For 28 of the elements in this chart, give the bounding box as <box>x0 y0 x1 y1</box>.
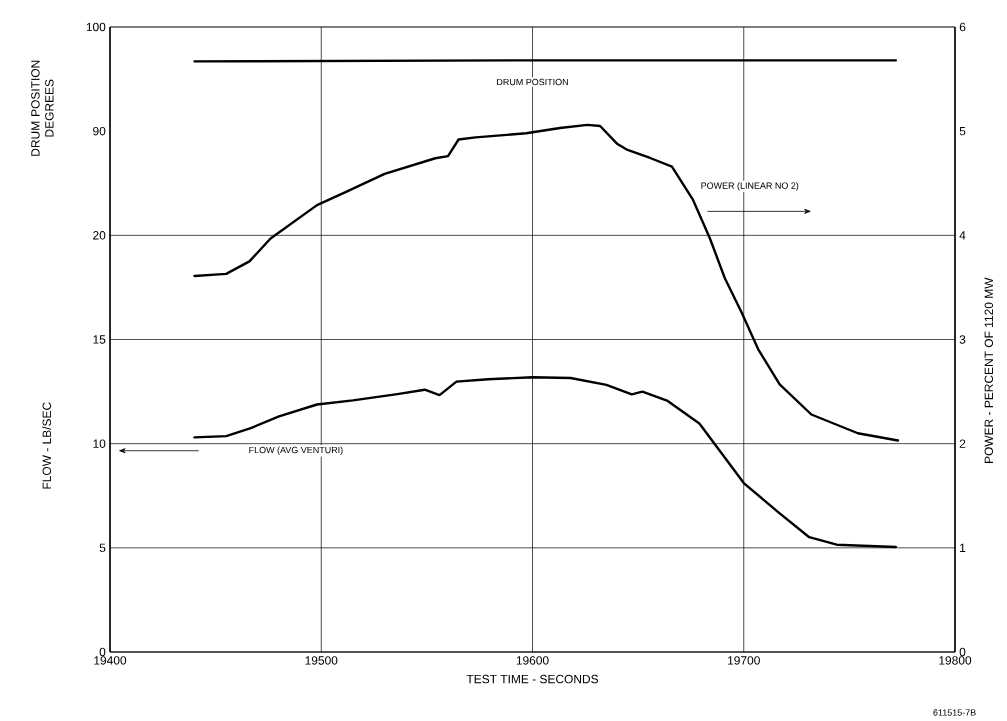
y-tick-label: 15 <box>93 335 106 344</box>
y2-tick-label: 0 <box>959 647 966 657</box>
x-axis-title: TEST TIME - SECONDS <box>466 674 599 684</box>
y3-tick-label: 100 <box>86 22 106 32</box>
series-label: POWER (LINEAR NO 2) <box>701 182 799 191</box>
y2-tick-label: 3 <box>959 335 966 344</box>
y2-tick-label: 2 <box>959 439 966 448</box>
y-tick-label: 10 <box>93 439 106 448</box>
y-tick-label: 20 <box>93 231 106 240</box>
y2-axis-title: POWER - PERCENT OF 1120 MW <box>984 277 994 463</box>
y3-tick-label: 90 <box>93 126 106 136</box>
x-tick-label: 19600 <box>516 656 549 665</box>
y2-tick-label: 4 <box>959 231 966 240</box>
y2-tick-label: 1 <box>960 543 966 552</box>
y-axis-title: FLOW - LB/SEC <box>42 402 52 489</box>
y2-tick-label: 6 <box>959 22 966 32</box>
series-label: FLOW (AVG VENTURI) <box>249 446 343 455</box>
line-series <box>193 376 898 549</box>
y3-axis-title: DRUM POSITION DEGREES <box>31 60 54 156</box>
y-tick-label: 5 <box>99 543 106 552</box>
y2-tick-label: 5 <box>959 127 966 136</box>
text: DRUM POSITION <box>497 78 568 86</box>
text: 611515-7B <box>933 709 976 716</box>
x-tick-label: 19700 <box>728 656 760 665</box>
y-tick-label: 0 <box>99 647 106 657</box>
x-tick-label: 19400 <box>94 656 127 665</box>
x-tick-label: 19500 <box>305 656 338 665</box>
x-tick-label: 19800 <box>939 656 972 665</box>
